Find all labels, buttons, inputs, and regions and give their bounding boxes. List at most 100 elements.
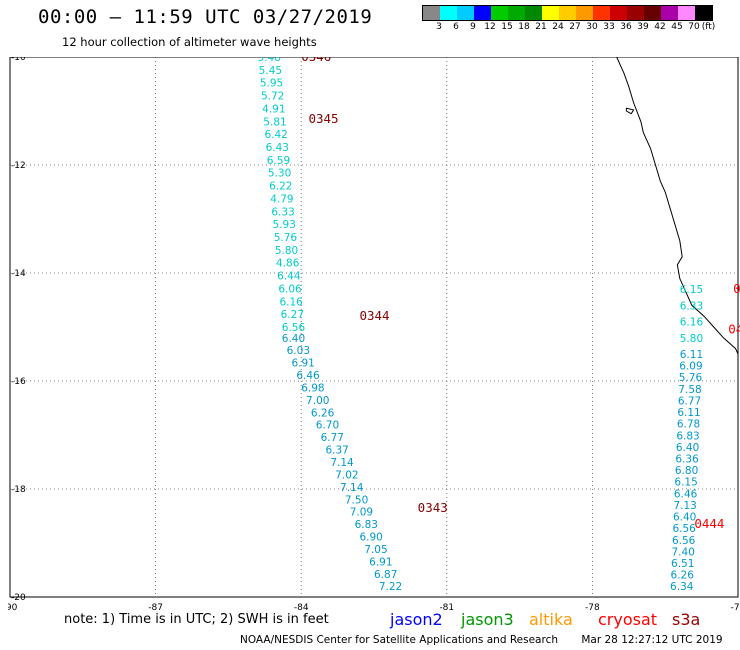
- wave-height-value: 6.91: [369, 556, 392, 568]
- colorbar-label: 33: [603, 22, 615, 32]
- satellite-jason3: jason3: [461, 610, 514, 629]
- colorbar-swatch: [457, 6, 474, 20]
- lat-tick-label: -18: [11, 485, 26, 495]
- wave-height-value: 6.59: [267, 155, 290, 167]
- wave-height-value: 6.33: [680, 300, 703, 312]
- axis-ticks: -90 -87 -84 -81 -78 -75 -10 -12 -14 -16 -18 -20: [8, 57, 740, 613]
- wave-height-value: 6.90: [359, 532, 382, 544]
- wave-height-value: 6.40: [282, 333, 305, 345]
- wave-height-value: 6.87: [374, 569, 397, 581]
- wave-height-value: 7.00: [306, 395, 329, 407]
- footer: NOAA/NESDIS Center for Satellite Applica…: [240, 634, 723, 646]
- wave-height-value: 6.77: [678, 395, 701, 407]
- colorbar-label: 6: [453, 22, 459, 32]
- lat-tick-label: -16: [11, 377, 26, 387]
- colorbar-label: 39: [637, 22, 649, 32]
- wave-height-value: 7.40: [672, 546, 695, 558]
- colorbar-label: 36: [620, 22, 632, 32]
- colorbar-swatch: [644, 6, 661, 20]
- satellite-tracks: 5.485.455.955.724.915.816.426.436.595.30…: [258, 57, 704, 593]
- wave-height-value: 6.15: [680, 284, 703, 296]
- wave-height-value: 4.86: [276, 258, 300, 270]
- pass-time-label: 0443: [733, 281, 740, 296]
- wave-height-value: 6.70: [316, 420, 339, 432]
- colorbar-swatch: [491, 6, 508, 20]
- pass-time-label: 0443: [728, 322, 740, 337]
- wave-height-value: 7.58: [678, 384, 701, 396]
- wave-height-value: 5.93: [273, 219, 296, 231]
- colorbar: [422, 5, 713, 21]
- satellite-altika: altika: [529, 610, 573, 629]
- time-labels: 0346 0345 0344 0343 0443 0443 0444: [301, 57, 740, 531]
- wave-height-value: 6.06: [278, 283, 302, 295]
- wave-height-value: 6.80: [675, 465, 698, 477]
- colorbar-swatch: [525, 6, 542, 20]
- colorbar-label: 45: [671, 22, 683, 32]
- wave-height-value: 6.46: [674, 488, 698, 500]
- wave-height-value: 6.78: [677, 419, 700, 431]
- wave-height-value: 6.26: [671, 570, 695, 582]
- lon-tick-label: -78: [585, 603, 600, 613]
- wave-height-value: 7.50: [345, 494, 368, 506]
- wave-height-value: 5.80: [275, 245, 298, 257]
- colorbar-swatch: [678, 6, 695, 20]
- wave-height-value: 6.36: [675, 453, 699, 465]
- wave-height-value: 4.91: [262, 103, 285, 115]
- map-frame: [9, 57, 739, 598]
- lon-tick-label: -81: [439, 603, 454, 613]
- colorbar-label: 70: [688, 22, 700, 32]
- wave-height-value: 6.11: [677, 407, 700, 419]
- wave-height-value: 5.95: [260, 78, 283, 90]
- footer-credit: NOAA/NESDIS Center for Satellite Applica…: [240, 634, 558, 646]
- wave-height-value: 7.02: [335, 469, 358, 481]
- lat-tick-label: -14: [11, 269, 26, 279]
- colorbar-label: 21: [535, 22, 547, 32]
- pass-time-label: 0346: [301, 57, 331, 64]
- wave-height-value: 7.14: [340, 482, 364, 494]
- wave-height-value: 6.83: [676, 430, 699, 442]
- wave-height-value: 6.15: [674, 477, 697, 489]
- wave-height-value: 6.51: [671, 558, 694, 570]
- wave-height-value: 6.46: [296, 370, 320, 382]
- wave-height-value: 5.48: [258, 57, 281, 64]
- colorbar-swatch: [508, 6, 525, 20]
- map-grid: [9, 57, 739, 598]
- page-subtitle: 12 hour collection of altimeter wave hei…: [62, 35, 317, 49]
- lon-tick-label: -75: [731, 603, 740, 613]
- colorbar-label: 30: [586, 22, 598, 32]
- lon-tick-label: -90: [8, 603, 18, 613]
- colorbar-label: 9: [470, 22, 476, 32]
- wave-height-value: 5.76: [679, 372, 703, 384]
- wave-height-value: 6.16: [680, 317, 704, 329]
- wave-height-value: 6.83: [355, 519, 378, 531]
- wave-height-value: 7.13: [673, 500, 696, 512]
- wave-height-value: 6.40: [673, 512, 696, 524]
- altimeter-map: -90 -87 -84 -81 -78 -75 -10 -12 -14 -16 -18 -20 5.4…: [8, 57, 740, 613]
- lat-tick-label: -20: [11, 593, 26, 603]
- wave-height-value: 6.11: [680, 349, 703, 361]
- pass-time-label: 0344: [359, 308, 389, 323]
- colorbar-swatch: [474, 6, 491, 20]
- wave-height-value: 6.56: [282, 322, 306, 334]
- colorbar-label: 12: [484, 22, 496, 32]
- colorbar-swatch: [610, 6, 627, 20]
- colorbar-label: 3: [436, 22, 442, 32]
- wave-height-value: 6.56: [672, 523, 696, 535]
- wave-height-value: 6.43: [266, 142, 289, 154]
- wave-height-value: 6.56: [672, 535, 696, 547]
- wave-height-value: 7.09: [350, 507, 373, 519]
- wave-height-value: 5.80: [680, 333, 703, 345]
- page-title: 00:00 – 11:59 UTC 03/27/2019: [38, 6, 373, 28]
- wave-height-value: 6.42: [264, 129, 287, 141]
- wave-height-value: 7.14: [330, 457, 354, 469]
- wave-height-value: 6.26: [311, 407, 335, 419]
- colorbar-swatch: [423, 6, 440, 20]
- wave-height-value: 6.03: [287, 345, 310, 357]
- colorbar-label: 15: [501, 22, 513, 32]
- footer-timestamp: Mar 28 12:27:12 UTC 2019: [581, 634, 723, 646]
- wave-height-value: 5.30: [268, 168, 291, 180]
- wave-height-value: 6.34: [670, 581, 694, 593]
- island-path: [625, 107, 635, 115]
- colorbar-swatch: [627, 6, 644, 20]
- colorbar-label: 27: [569, 22, 581, 32]
